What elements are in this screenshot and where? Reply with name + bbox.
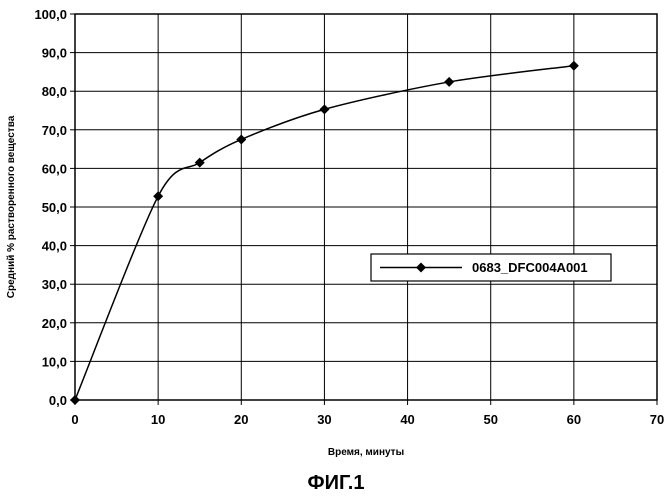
x-tick-label: 70	[650, 412, 664, 427]
y-tick-label: 20,0	[42, 316, 67, 331]
x-axis-title: Время, минуты	[328, 447, 404, 458]
y-axis-title: Средний % растворенного вещества	[6, 115, 17, 298]
data-point-marker	[195, 158, 205, 168]
data-point-marker	[444, 77, 454, 87]
y-tick-label: 30,0	[42, 277, 67, 292]
figure-caption: ФИГ.1	[0, 472, 672, 495]
legend: 0683_DFC004A001	[371, 254, 611, 281]
data-point-marker	[569, 61, 579, 71]
chart: 0,0 10,0 20,0 30,0 40,0 50,0 60,0 70,0 80,0 90,0 1…	[0, 0, 672, 470]
y-tick-label: 90,0	[42, 46, 67, 61]
y-tick-label: 70,0	[42, 123, 67, 138]
y-axis-ticks: 0,0 10,0 20,0 30,0 40,0 50,0 60,0 70,0 80,0 90,0 1…	[34, 7, 75, 408]
x-tick-label: 50	[483, 412, 497, 427]
data-point-marker	[153, 191, 163, 201]
y-tick-label: 50,0	[42, 200, 67, 215]
x-tick-label: 10	[151, 412, 165, 427]
x-tick-label: 40	[400, 412, 414, 427]
y-tick-label: 60,0	[42, 161, 67, 176]
legend-label: 0683_DFC004A001	[472, 260, 588, 275]
y-tick-label: 0,0	[49, 393, 67, 408]
x-tick-label: 30	[317, 412, 331, 427]
y-tick-label: 100,0	[34, 7, 67, 22]
x-axis-ticks: 0 10 20 30 40 50 60 70	[71, 400, 664, 427]
data-point-marker	[236, 134, 246, 144]
data-point-marker	[319, 104, 329, 114]
x-tick-label: 60	[567, 412, 581, 427]
y-tick-label: 80,0	[42, 84, 67, 99]
data-point-marker	[70, 395, 80, 405]
y-tick-label: 40,0	[42, 239, 67, 254]
x-tick-label: 20	[234, 412, 248, 427]
x-tick-label: 0	[71, 412, 78, 427]
grid-lines	[75, 14, 657, 400]
y-tick-label: 10,0	[42, 354, 67, 369]
